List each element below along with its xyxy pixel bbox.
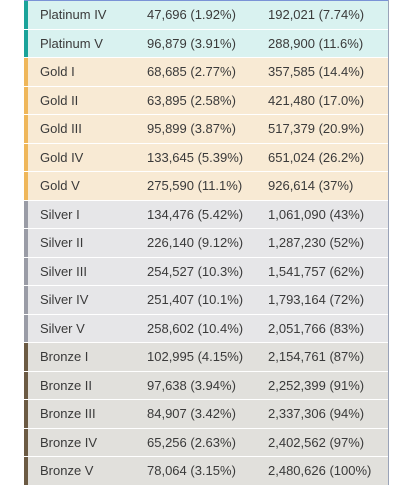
player-count-cell: 47,696 (1.92%) xyxy=(147,7,236,23)
table-body: Platinum IV 47,696 (1.92%) 192,021 (7.74%)… xyxy=(24,1,388,485)
table-row: Bronze V 78,064 (3.15%) 2,480,626 (100%) xyxy=(24,457,388,485)
tier-color-bar xyxy=(24,86,28,114)
tier-color-bar xyxy=(24,200,28,228)
tier-name-cell: Bronze II xyxy=(40,377,93,393)
table-right-edge xyxy=(388,0,389,485)
player-count-cell: 63,895 (2.58%) xyxy=(147,92,236,108)
tier-color-bar xyxy=(24,400,28,428)
table-row: Gold III 95,899 (3.87%) 517,379 (20.9%) xyxy=(24,115,388,144)
cumulative-count-cell: 288,900 (11.6%) xyxy=(268,35,364,51)
cumulative-count-cell: 2,337,306 (94%) xyxy=(268,406,365,422)
tier-distribution-table: Platinum IV 47,696 (1.92%) 192,021 (7.74%)… xyxy=(24,0,388,485)
tier-color-bar xyxy=(24,286,28,314)
table-row: Platinum IV 47,696 (1.92%) 192,021 (7.74%) xyxy=(24,1,388,30)
cumulative-count-cell: 2,252,399 (91%) xyxy=(268,377,365,393)
cumulative-count-cell: 2,480,626 (100%) xyxy=(268,463,372,479)
table-row: Gold IV 133,645 (5.39%) 651,024 (26.2%) xyxy=(24,143,388,172)
tier-color-bar xyxy=(24,314,28,342)
table-row: Gold II 63,895 (2.58%) 421,480 (17.0%) xyxy=(24,86,388,115)
cumulative-count-cell: 2,154,761 (87%) xyxy=(268,349,365,365)
table-row: Bronze III 84,907 (3.42%) 2,337,306 (94%) xyxy=(24,400,388,429)
player-count-cell: 133,645 (5.39%) xyxy=(147,149,244,165)
player-count-cell: 65,256 (2.63%) xyxy=(147,434,236,450)
cumulative-count-cell: 1,541,757 (62%) xyxy=(268,263,365,279)
table-row: Silver III 254,527 (10.3%) 1,541,757 (62%) xyxy=(24,257,388,286)
tier-name-cell: Silver V xyxy=(40,320,85,336)
table-row: Silver I 134,476 (5.42%) 1,061,090 (43%) xyxy=(24,200,388,229)
tier-name-cell: Gold II xyxy=(40,92,79,108)
table-row: Silver V 258,602 (10.4%) 2,051,766 (83%) xyxy=(24,314,388,343)
cumulative-count-cell: 421,480 (17.0%) xyxy=(268,92,365,108)
player-count-cell: 95,899 (3.87%) xyxy=(147,121,236,137)
tier-name-cell: Bronze IV xyxy=(40,434,98,450)
table-row: Silver IV 251,407 (10.1%) 1,793,164 (72%) xyxy=(24,286,388,315)
player-count-cell: 226,140 (9.12%) xyxy=(147,235,244,251)
cumulative-count-cell: 1,793,164 (72%) xyxy=(268,292,365,308)
table-row: Silver II 226,140 (9.12%) 1,287,230 (52%) xyxy=(24,229,388,258)
player-count-cell: 258,602 (10.4%) xyxy=(147,320,244,336)
tier-name-cell: Gold I xyxy=(40,64,75,80)
tier-color-bar xyxy=(24,428,28,456)
tier-name-cell: Platinum V xyxy=(40,35,103,51)
player-count-cell: 102,995 (4.15%) xyxy=(147,349,244,365)
player-count-cell: 84,907 (3.42%) xyxy=(147,406,236,422)
cumulative-count-cell: 357,585 (14.4%) xyxy=(268,64,365,80)
table-row: Bronze II 97,638 (3.94%) 2,252,399 (91%) xyxy=(24,371,388,400)
tier-name-cell: Silver I xyxy=(40,206,80,222)
cumulative-count-cell: 1,061,090 (43%) xyxy=(268,206,365,222)
tier-color-bar xyxy=(24,257,28,285)
cumulative-count-cell: 651,024 (26.2%) xyxy=(268,149,365,165)
tier-name-cell: Gold IV xyxy=(40,149,84,165)
player-count-cell: 78,064 (3.15%) xyxy=(147,463,236,479)
tier-name-cell: Silver III xyxy=(40,263,87,279)
tier-name-cell: Bronze I xyxy=(40,349,89,365)
table-row: Platinum V 96,879 (3.91%) 288,900 (11.6%) xyxy=(24,29,388,58)
table-row: Bronze IV 65,256 (2.63%) 2,402,562 (97%) xyxy=(24,428,388,457)
tier-color-bar xyxy=(24,29,28,57)
player-count-cell: 96,879 (3.91%) xyxy=(147,35,236,51)
tier-color-bar xyxy=(24,115,28,143)
table-row: Gold I 68,685 (2.77%) 357,585 (14.4%) xyxy=(24,58,388,87)
player-count-cell: 97,638 (3.94%) xyxy=(147,377,236,393)
cumulative-count-cell: 192,021 (7.74%) xyxy=(268,7,365,23)
tier-name-cell: Gold III xyxy=(40,121,82,137)
tier-color-bar xyxy=(24,1,28,29)
tier-name-cell: Bronze V xyxy=(40,463,94,479)
player-count-cell: 275,590 (11.1%) xyxy=(147,178,243,194)
player-count-cell: 68,685 (2.77%) xyxy=(147,64,236,80)
tier-color-bar xyxy=(24,58,28,86)
tier-name-cell: Silver II xyxy=(40,235,84,251)
tier-name-cell: Silver IV xyxy=(40,292,89,308)
player-count-cell: 254,527 (10.3%) xyxy=(147,263,244,279)
table-row: Bronze I 102,995 (4.15%) 2,154,761 (87%) xyxy=(24,343,388,372)
tier-name-cell: Bronze III xyxy=(40,406,96,422)
tier-name-cell: Gold V xyxy=(40,178,80,194)
tier-color-bar xyxy=(24,229,28,257)
cumulative-count-cell: 2,402,562 (97%) xyxy=(268,434,365,450)
tier-color-bar xyxy=(24,457,28,485)
table-row: Gold V 275,590 (11.1%) 926,614 (37%) xyxy=(24,172,388,201)
player-count-cell: 251,407 (10.1%) xyxy=(147,292,244,308)
tier-color-bar xyxy=(24,172,28,200)
player-count-cell: 134,476 (5.42%) xyxy=(147,206,244,222)
tier-color-bar xyxy=(24,143,28,171)
tier-name-cell: Platinum IV xyxy=(40,7,107,23)
cumulative-count-cell: 1,287,230 (52%) xyxy=(268,235,365,251)
cumulative-count-cell: 2,051,766 (83%) xyxy=(268,320,365,336)
tier-color-bar xyxy=(24,343,28,371)
cumulative-count-cell: 926,614 (37%) xyxy=(268,178,354,194)
cumulative-count-cell: 517,379 (20.9%) xyxy=(268,121,365,137)
tier-color-bar xyxy=(24,371,28,399)
